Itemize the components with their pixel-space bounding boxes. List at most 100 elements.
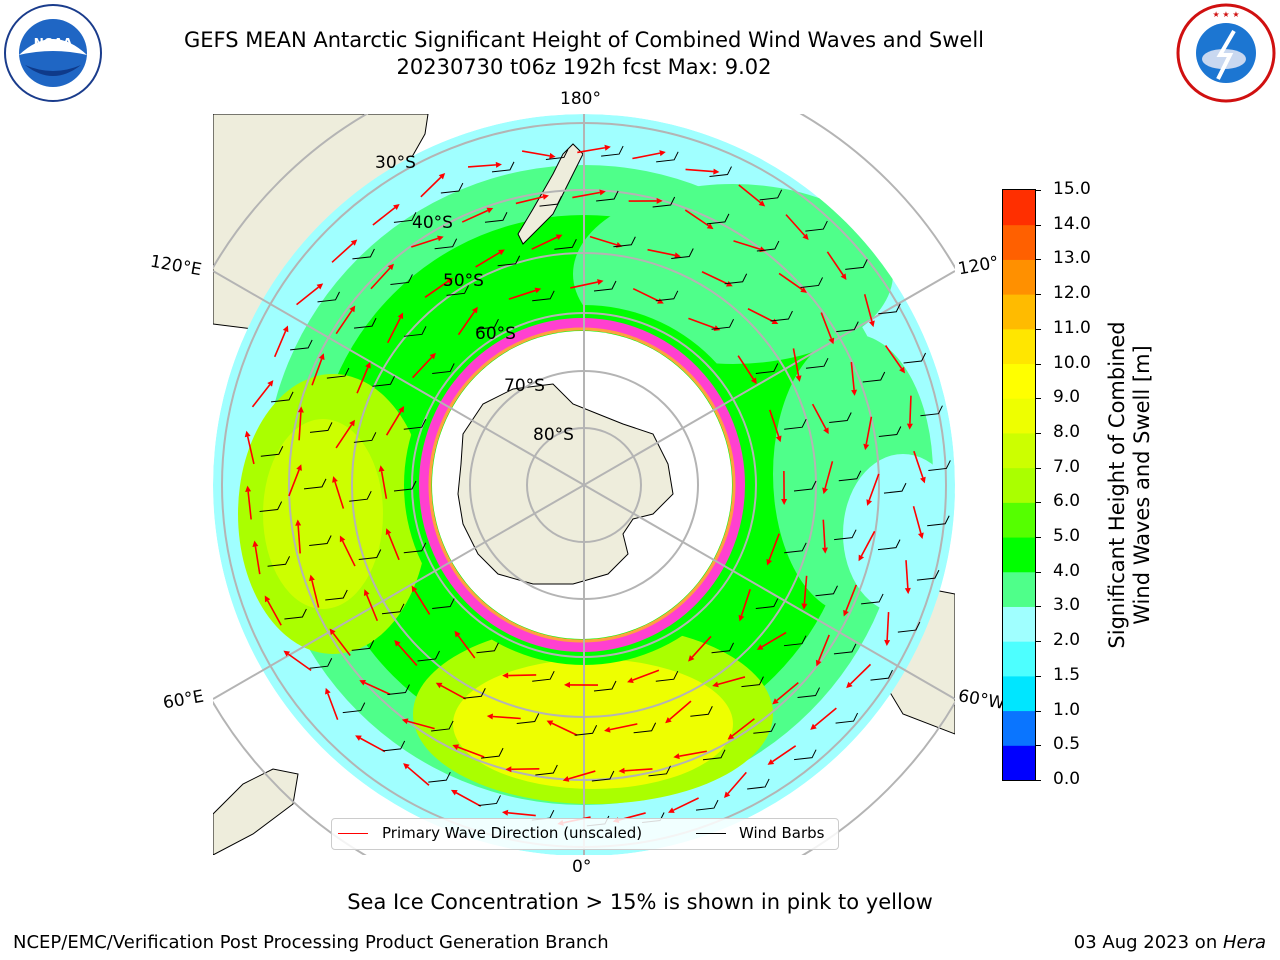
wave-arrow-head — [884, 639, 891, 647]
wind-barb — [695, 799, 719, 811]
wind-barb — [545, 149, 569, 160]
wave-arrow-head — [656, 197, 663, 204]
colorbar-tick-label: 13.0 — [1053, 248, 1091, 269]
wave-arrow — [824, 461, 834, 489]
wave-arrow-head — [264, 595, 271, 603]
wave-arrow-head — [505, 766, 512, 773]
colorbar-tick-mark — [1035, 537, 1041, 539]
legend-wave-label: Primary Wave Direction (unscaled) — [382, 824, 643, 842]
wave-arrow — [311, 580, 320, 608]
wind-barb — [325, 589, 348, 601]
wind-barb — [476, 642, 499, 654]
wave-arrow — [589, 235, 617, 246]
colorbar-swatch — [1003, 571, 1035, 607]
colorbar-label-line2: Wind Waves and Swell [m] — [1130, 345, 1154, 625]
wind-barb — [878, 426, 902, 437]
wave-arrow-head — [359, 679, 366, 686]
wave-arrow-head — [775, 435, 782, 443]
wind-barb — [834, 529, 857, 541]
wave-arrow-head — [604, 144, 611, 151]
wind-barb — [805, 357, 829, 369]
wind-barb — [671, 248, 694, 259]
wind-barb — [387, 684, 410, 696]
wave-arrow — [457, 311, 476, 336]
wave-arrow-head — [411, 585, 418, 593]
wind-barb — [613, 236, 636, 248]
wave-arrow-head — [713, 325, 721, 331]
wave-arrow — [772, 745, 797, 763]
wind-barb — [870, 669, 893, 681]
colorbar-tick-label: 2.0 — [1053, 630, 1081, 651]
wave-arrow — [669, 700, 692, 720]
wave-arrow — [701, 271, 728, 285]
wave-arrow-head — [795, 375, 802, 382]
wind-barb — [593, 280, 617, 292]
wave-arrow — [803, 575, 808, 604]
wave-arrow-head — [397, 312, 404, 320]
colorbar-tick-mark — [1035, 675, 1041, 677]
colorbar-tick-mark — [1035, 467, 1041, 469]
wave-arrow — [335, 424, 353, 449]
wave-arrow-head — [846, 681, 853, 689]
wind-barb — [883, 482, 907, 494]
wind-barb — [601, 145, 624, 157]
colorbar-tick-label: 8.0 — [1053, 421, 1081, 442]
wind-barb — [497, 255, 521, 267]
wave-arrow — [826, 251, 844, 276]
wave-arrow — [817, 634, 830, 662]
wave-arrow — [727, 771, 747, 795]
wind-barb — [833, 643, 857, 655]
wind-barb — [539, 195, 562, 207]
wave-arrow-head — [471, 306, 478, 314]
wind-barb — [920, 405, 943, 417]
wind-barb — [652, 196, 676, 208]
wind-barb — [835, 712, 859, 724]
wind-barb — [794, 749, 817, 761]
wave-arrow — [647, 248, 676, 257]
wave-arrow — [860, 530, 876, 557]
wave-arrow — [886, 612, 890, 641]
wave-arrow — [467, 164, 497, 168]
wave-arrow — [691, 635, 712, 658]
wind-barb — [352, 248, 375, 260]
colorbar-tick-mark — [1035, 259, 1041, 261]
wave-arrow — [572, 191, 601, 199]
wind-barb — [711, 318, 735, 330]
colorbar-swatch — [1003, 224, 1035, 260]
colorbar-swatch — [1003, 641, 1035, 677]
wave-arrow — [865, 416, 873, 445]
wave-arrow-head — [771, 318, 779, 325]
wave-arrow — [457, 635, 476, 659]
wave-arrow — [407, 766, 430, 786]
wave-arrow-head — [542, 193, 549, 200]
wave-arrow — [407, 720, 435, 730]
wave-arrow-head — [283, 650, 291, 657]
wind-barb — [877, 539, 901, 551]
wave-arrow — [679, 750, 707, 757]
colorbar-tick-label: 0.0 — [1053, 769, 1081, 789]
colorbar-tick-mark — [1035, 190, 1041, 191]
wave-arrow — [386, 317, 402, 344]
wind-barb — [711, 642, 735, 654]
land-antarctica — [457, 383, 674, 585]
wave-arrow-head — [437, 235, 444, 242]
wave-arrow-head — [766, 558, 773, 566]
wind-barb — [491, 161, 515, 173]
wave-arrow — [359, 737, 386, 753]
wave-arrow — [397, 643, 418, 666]
wave-arrow — [287, 653, 312, 671]
wind-barbs — [259, 145, 951, 827]
wind-barb — [290, 339, 313, 351]
wave-arrow-head — [555, 234, 563, 240]
colorbar-swatch — [1003, 363, 1035, 399]
wind-barb — [284, 608, 307, 620]
wind-barb — [574, 725, 598, 736]
wave-arrow — [531, 236, 558, 250]
wave-arrow-head — [866, 499, 873, 506]
colorbar-swatch — [1003, 432, 1035, 469]
wave-arrow — [385, 410, 402, 436]
wind-barb — [836, 321, 859, 333]
wave-arrow-head — [727, 733, 735, 740]
colorbar-swatch — [1003, 606, 1035, 642]
wave-arrow-head — [858, 554, 865, 562]
